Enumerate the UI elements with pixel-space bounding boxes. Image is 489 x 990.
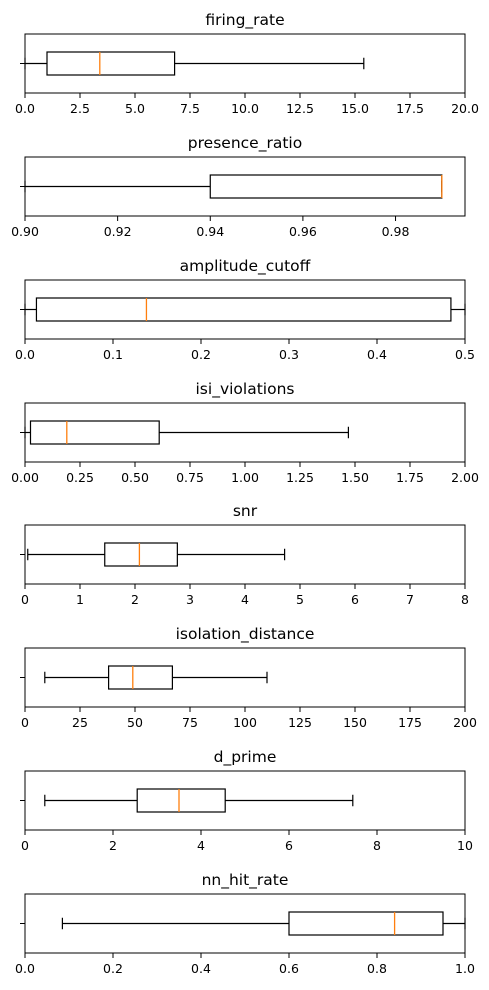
chart-title: isi_violations <box>196 380 295 399</box>
x-tick-label: 10.0 <box>231 101 259 116</box>
x-tick-label: 0.0 <box>15 347 35 362</box>
x-tick-label: 0.0 <box>15 961 35 976</box>
panel-nn-hit-rate: nn_hit_rate 0.0 0.2 0.4 0.6 0.8 1.0 <box>15 871 475 976</box>
x-tick-label: 0 <box>21 715 29 730</box>
x-tick-label: 20.0 <box>451 101 479 116</box>
panel-isolation-distance: isolation_distance 0 25 50 75 100 125 150 175 200 <box>20 625 477 730</box>
x-tick-label: 4 <box>241 592 249 607</box>
x-tick-label: 0.92 <box>104 224 132 239</box>
x-tick-label: 150 <box>343 715 367 730</box>
chart-title: nn_hit_rate <box>202 871 289 890</box>
x-tick-label: 0 <box>21 592 29 607</box>
chart-title: snr <box>233 502 258 520</box>
iqr-box <box>109 666 173 689</box>
x-tick-label: 0.90 <box>11 224 39 239</box>
x-tick-label: 2.5 <box>70 101 90 116</box>
x-tick-label: 0.2 <box>191 347 211 362</box>
x-tick-label: 2 <box>109 838 117 853</box>
x-tick-label: 0.00 <box>11 470 39 485</box>
x-tick-label: 7 <box>406 592 414 607</box>
x-tick-label: 50 <box>127 715 143 730</box>
x-tick-label: 200 <box>453 715 477 730</box>
chart-title: amplitude_cutoff <box>180 257 311 276</box>
panel-d-prime: d_prime 0 2 4 6 8 10 <box>20 748 473 853</box>
x-tick-label: 1.75 <box>396 470 424 485</box>
x-tick-label: 1 <box>76 592 84 607</box>
x-tick-label: 5 <box>296 592 304 607</box>
x-tick-label: 12.5 <box>286 101 314 116</box>
axes-frame <box>25 280 465 339</box>
x-tick-label: 0.6 <box>279 961 299 976</box>
iqr-box <box>137 789 225 812</box>
x-tick-label: 0.4 <box>191 961 211 976</box>
x-tick-label: 100 <box>233 715 257 730</box>
x-tick-label: 125 <box>288 715 312 730</box>
x-tick-label: 8 <box>461 592 469 607</box>
x-tick-label: 0.4 <box>367 347 387 362</box>
chart-title: d_prime <box>214 748 277 767</box>
x-tick-label: 0.50 <box>121 470 149 485</box>
x-tick-label: 2.00 <box>451 470 479 485</box>
x-tick-label: 1.0 <box>455 961 475 976</box>
iqr-box <box>105 543 178 566</box>
x-tick-label: 0.1 <box>103 347 123 362</box>
chart-title: firing_rate <box>205 11 284 30</box>
x-tick-label: 0.8 <box>367 961 387 976</box>
x-tick-label: 75 <box>182 715 198 730</box>
x-tick-label: 25 <box>72 715 88 730</box>
x-tick-label: 5.0 <box>125 101 145 116</box>
panel-isi-violations: isi_violations 0.00 0.25 0.50 0.75 1.00 1.25 1.… <box>11 380 479 485</box>
x-tick-label: 175 <box>398 715 422 730</box>
x-tick-label: 4 <box>197 838 205 853</box>
x-tick-label: 0.98 <box>382 224 410 239</box>
chart-title: presence_ratio <box>188 134 302 153</box>
chart-title: isolation_distance <box>176 625 315 644</box>
x-tick-label: 15.0 <box>341 101 369 116</box>
x-tick-label: 0.75 <box>176 470 204 485</box>
x-tick-label: 0.3 <box>279 347 299 362</box>
x-tick-label: 1.25 <box>286 470 314 485</box>
iqr-box <box>210 175 442 198</box>
panel-firing-rate: firing_rate 0.0 2.5 5.0 7.5 10.0 12.5 15.0 17.5 2… <box>15 11 479 116</box>
x-tick-label: 3 <box>186 592 194 607</box>
x-tick-label: 0.25 <box>66 470 94 485</box>
iqr-box <box>47 52 175 75</box>
x-tick-label: 0 <box>21 838 29 853</box>
iqr-box <box>31 421 160 444</box>
x-tick-label: 0.2 <box>103 961 123 976</box>
x-tick-label: 2 <box>131 592 139 607</box>
iqr-box <box>36 298 450 321</box>
x-tick-label: 10 <box>457 838 473 853</box>
panel-amplitude-cutoff: amplitude_cutoff 0.0 0.1 0.2 0.3 0.4 0.5 <box>15 257 475 362</box>
iqr-box <box>289 912 443 935</box>
x-tick-label: 7.5 <box>180 101 200 116</box>
x-tick-label: 0.94 <box>196 224 224 239</box>
panel-snr: snr 0 1 2 3 4 5 6 7 8 <box>20 502 469 607</box>
panel-presence-ratio: presence_ratio 0.90 0.92 0.94 0.96 0.98 <box>11 134 465 239</box>
x-tick-label: 1.00 <box>231 470 259 485</box>
x-tick-label: 17.5 <box>396 101 424 116</box>
x-tick-label: 0.96 <box>289 224 317 239</box>
x-tick-label: 8 <box>373 838 381 853</box>
x-tick-label: 6 <box>285 838 293 853</box>
x-tick-label: 6 <box>351 592 359 607</box>
x-tick-label: 1.50 <box>341 470 369 485</box>
x-tick-label: 0.0 <box>15 101 35 116</box>
x-tick-label: 0.5 <box>455 347 475 362</box>
